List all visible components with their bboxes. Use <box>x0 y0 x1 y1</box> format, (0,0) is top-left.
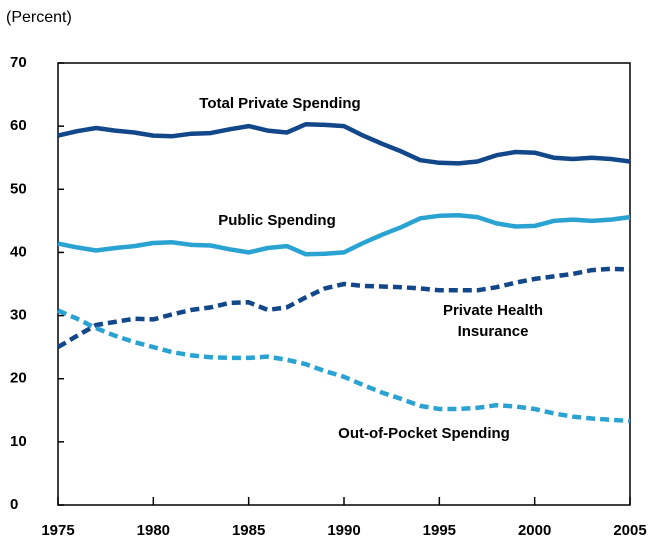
series-line <box>56 266 631 350</box>
x-tick-label: 1995 <box>423 522 456 539</box>
x-tick-label: 2005 <box>613 522 646 539</box>
y-tick-label: 70 <box>10 54 27 71</box>
y-tick-label: 20 <box>10 370 27 387</box>
series-label: Private Health <box>443 302 543 319</box>
y-tick-label: 30 <box>10 307 27 324</box>
series-line <box>57 212 631 257</box>
x-tick-label: 1990 <box>327 522 360 539</box>
series-line <box>57 308 631 424</box>
y-axis-label: (Percent) <box>6 9 72 26</box>
y-tick-label: 0 <box>10 496 18 513</box>
y-tick-label: 40 <box>10 243 27 260</box>
series-label: Insurance <box>458 323 529 340</box>
x-tick-label: 1980 <box>137 522 170 539</box>
y-tick-label: 60 <box>10 117 27 134</box>
x-tick-label: 1985 <box>232 522 265 539</box>
x-tick-label: 2000 <box>518 522 551 539</box>
y-tick-label: 10 <box>10 433 27 450</box>
x-tick-label: 1975 <box>41 522 74 539</box>
series-label: Out-of-Pocket Spending <box>338 425 510 442</box>
series-label: Total Private Spending <box>199 95 360 112</box>
series-label: Public Spending <box>218 212 336 229</box>
y-tick-label: 50 <box>10 180 27 197</box>
series-line <box>57 121 631 166</box>
